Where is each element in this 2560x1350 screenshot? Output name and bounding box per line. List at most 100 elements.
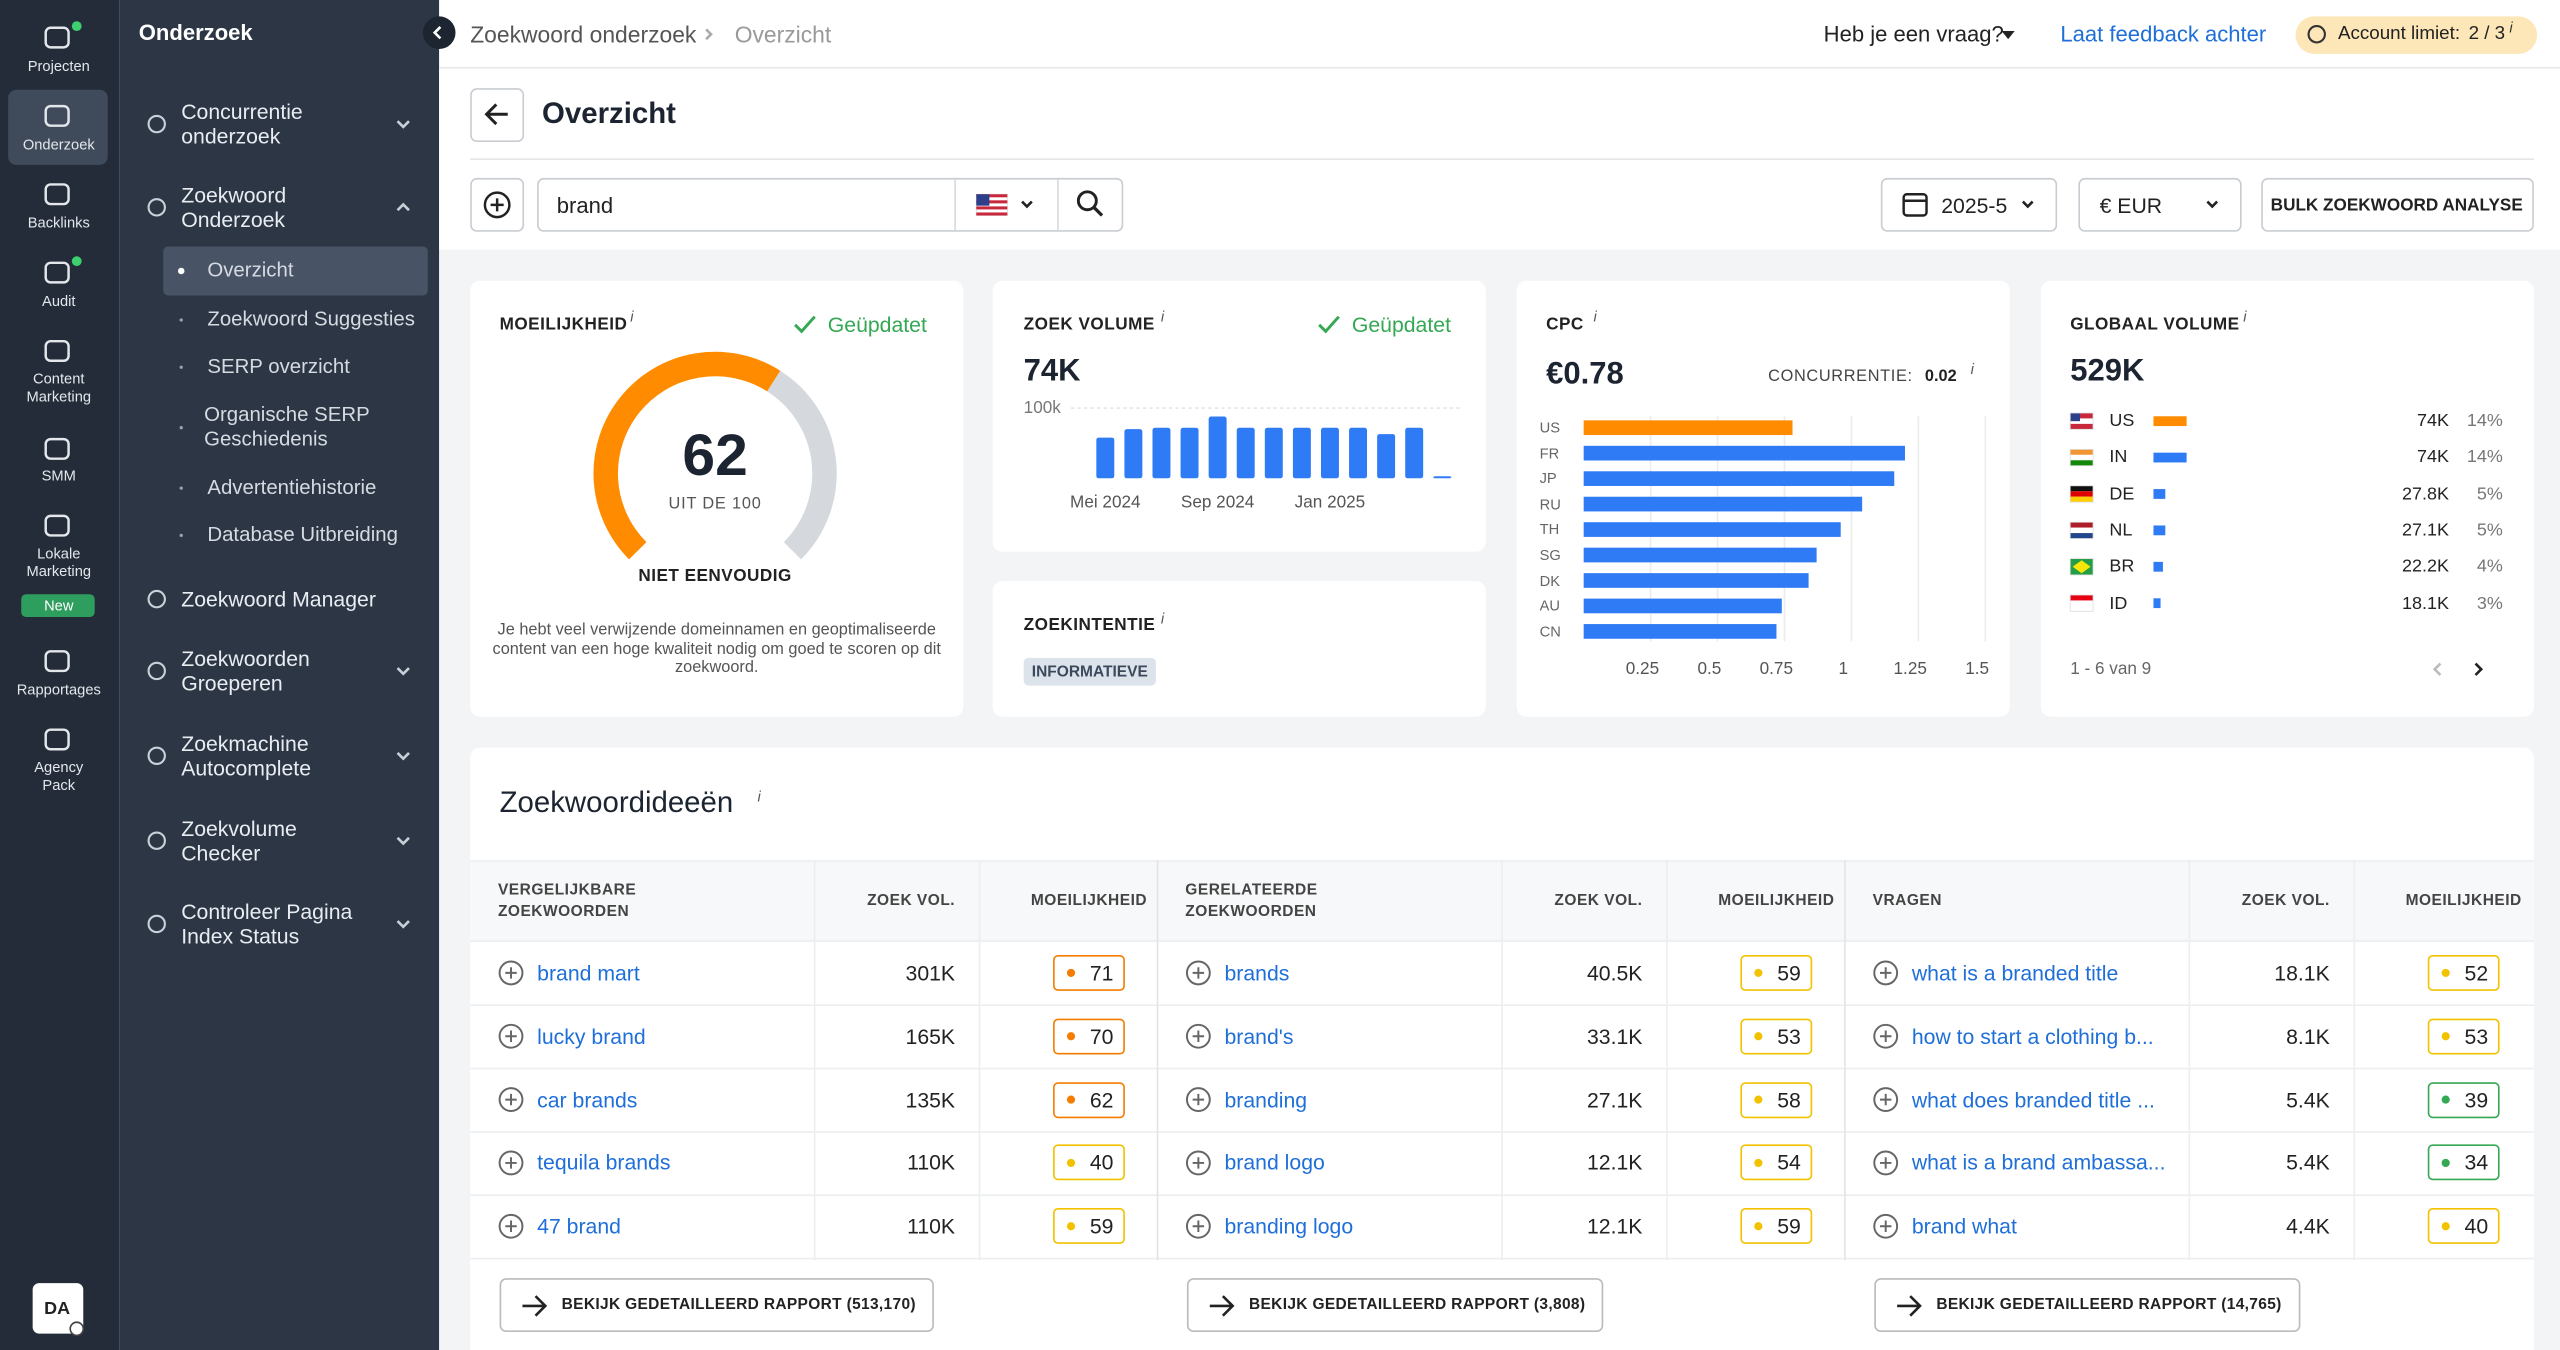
y-tick-label: TH [1539, 521, 1560, 538]
info-icon: i [1160, 610, 1165, 627]
report-button[interactable]: BEKIJK GEDETAILLEERD RAPPORT (513,170) [499, 1278, 934, 1333]
keyword-link[interactable]: what is a brand ambassa... [1911, 1150, 2166, 1176]
info-icon: i [2243, 308, 2247, 325]
info-icon: i [757, 788, 761, 805]
menu-item[interactable]: Zoekmachine Autocomplete [181, 731, 312, 781]
column-header: VRAGEN [1872, 892, 1942, 911]
feedback-link[interactable]: Laat feedback achter [2060, 22, 2267, 47]
difficulty-badge [1053, 954, 1125, 991]
country-volume: 74K [2417, 447, 2449, 468]
report-button[interactable]: BEKIJK GEDETAILLEERD RAPPORT (14,765) [1874, 1278, 2300, 1333]
rail-label[interactable]: Agency Pack [34, 759, 84, 794]
rail-label[interactable]: Backlinks [27, 214, 90, 231]
keyword-link[interactable]: 47 brand [537, 1214, 621, 1239]
icon-rail [0, 0, 120, 1350]
keyword-difficulty: 40 [1089, 1150, 1114, 1176]
keyword-difficulty: 53 [2464, 1024, 2489, 1049]
keyword-link[interactable]: what is a branded title [1911, 960, 2119, 986]
side-menu [119, 0, 440, 1350]
submenu-item[interactable]: Organische SERP Geschiedenis [204, 403, 370, 451]
difficulty-badge [1053, 1208, 1125, 1245]
y-tick-label: DK [1539, 572, 1561, 589]
keyword-link[interactable]: how to start a clothing b... [1911, 1024, 2154, 1049]
keyword-link[interactable]: brand's [1224, 1024, 1294, 1049]
back-button[interactable] [470, 88, 525, 143]
competition-value: 0.02 [1924, 368, 1957, 387]
submenu-item[interactable]: SERP overzicht [207, 355, 350, 378]
info-icon: i [1593, 308, 1597, 325]
rail-label[interactable]: SMM [41, 467, 76, 485]
search-text[interactable]: brand [556, 193, 614, 218]
y-tick-label: AU [1539, 597, 1561, 615]
info-icon: i [630, 308, 634, 325]
submenu-item[interactable]: Zoekwoord Suggesties [207, 307, 415, 331]
status: Geüpdatet [827, 312, 927, 338]
keyword-link[interactable]: brand logo [1224, 1150, 1325, 1176]
keyword-link[interactable]: lucky brand [537, 1024, 646, 1049]
difficulty-badge [1740, 1081, 1813, 1118]
menu-item[interactable]: Concurrentie onderzoek [181, 99, 303, 149]
rail-label[interactable]: Lokale Marketing [26, 545, 92, 580]
difficulty-badge [2427, 1208, 2500, 1245]
bulk-button[interactable] [2261, 177, 2534, 232]
submenu-item[interactable]: Advertentiehistorie [207, 475, 377, 499]
competition-label: CONCURRENTIE: [1768, 368, 1913, 387]
menu-item[interactable]: Zoekwoorden Groeperen [181, 646, 310, 696]
keyword-volume: 27.1K [1586, 1087, 1643, 1112]
keyword-link[interactable]: branding [1224, 1087, 1308, 1112]
x-tick-label: 0.25 [1625, 659, 1660, 680]
breadcrumb[interactable]: Zoekwoord onderzoek [470, 21, 697, 48]
divider [470, 158, 2534, 160]
keyword-volume: 5.4K [2286, 1150, 2330, 1176]
rail-label[interactable]: Content Marketing [26, 370, 92, 405]
search-input[interactable] [537, 177, 1124, 232]
keyword-volume: 40.5K [1586, 960, 1643, 986]
rail-label[interactable]: Audit [42, 293, 76, 310]
x-tick-label: Mei 2024 [1070, 492, 1141, 513]
rail-label[interactable]: Projecten [27, 57, 90, 75]
country-share: 5% [2476, 520, 2503, 541]
info-icon: i [2509, 19, 2513, 36]
report-button[interactable]: BEKIJK GEDETAILLEERD RAPPORT (3,808) [1186, 1278, 1604, 1333]
keyword-difficulty: 71 [1089, 960, 1114, 986]
keyword-difficulty: 59 [1089, 1214, 1114, 1239]
rail-active [8, 89, 108, 165]
keyword-difficulty: 53 [1777, 1024, 1801, 1049]
keyword-link[interactable]: branding logo [1224, 1214, 1354, 1239]
menu-item[interactable]: Zoekwoord Manager [181, 586, 376, 612]
submenu-item[interactable]: Database Uitbreiding [207, 523, 398, 547]
keyword-link[interactable]: tequila brands [537, 1150, 671, 1176]
country-code: DE [2109, 484, 2135, 504]
country-share: 14% [2466, 447, 2503, 468]
menu-active [163, 246, 428, 296]
keyword-link[interactable]: car brands [537, 1087, 638, 1112]
keyword-volume: 12.1K [1586, 1214, 1643, 1239]
keyword-link[interactable]: brand mart [537, 960, 640, 986]
difficulty-scale: UIT DE 100 [668, 495, 762, 514]
y-tick-label: RU [1539, 495, 1561, 513]
submenu-item[interactable]: Overzicht [207, 258, 294, 282]
keyword-link[interactable]: what does branded title ... [1911, 1087, 2155, 1112]
keyword-link[interactable]: brands [1224, 960, 1290, 986]
account-value: 2 / 3 [2468, 24, 2506, 45]
y-tick-label: US [1539, 419, 1561, 436]
keyword-link[interactable]: brand what [1911, 1214, 2017, 1239]
keyword-volume: 110K [907, 1150, 956, 1176]
column-header: GERELATEERDE ZOEKWOORDEN [1185, 881, 1318, 921]
country-share: 5% [2476, 484, 2503, 504]
menu-item[interactable]: Zoekwoord Onderzoek [181, 182, 287, 232]
intent-badge: INFORMATIEVE [1031, 662, 1148, 681]
keyword-difficulty: 54 [1777, 1150, 1801, 1176]
status: Geüpdatet [1351, 312, 1451, 338]
rail-label[interactable]: Onderzoek [22, 136, 95, 153]
menu-item[interactable]: Zoekvolume Checker [181, 816, 297, 866]
help-menu[interactable]: Heb je een vraag? [1823, 22, 2004, 47]
country-code: BR [2109, 556, 2135, 577]
keyword-difficulty: 58 [1777, 1087, 1801, 1112]
add-button[interactable] [470, 177, 525, 232]
account-label: Account limiet: [2337, 24, 2461, 45]
x-tick-label: 1.5 [1965, 659, 1990, 680]
y-tick-label: SG [1539, 546, 1561, 564]
rail-label[interactable]: Rapportages [16, 681, 101, 698]
menu-item[interactable]: Controleer Pagina Index Status [181, 899, 353, 949]
